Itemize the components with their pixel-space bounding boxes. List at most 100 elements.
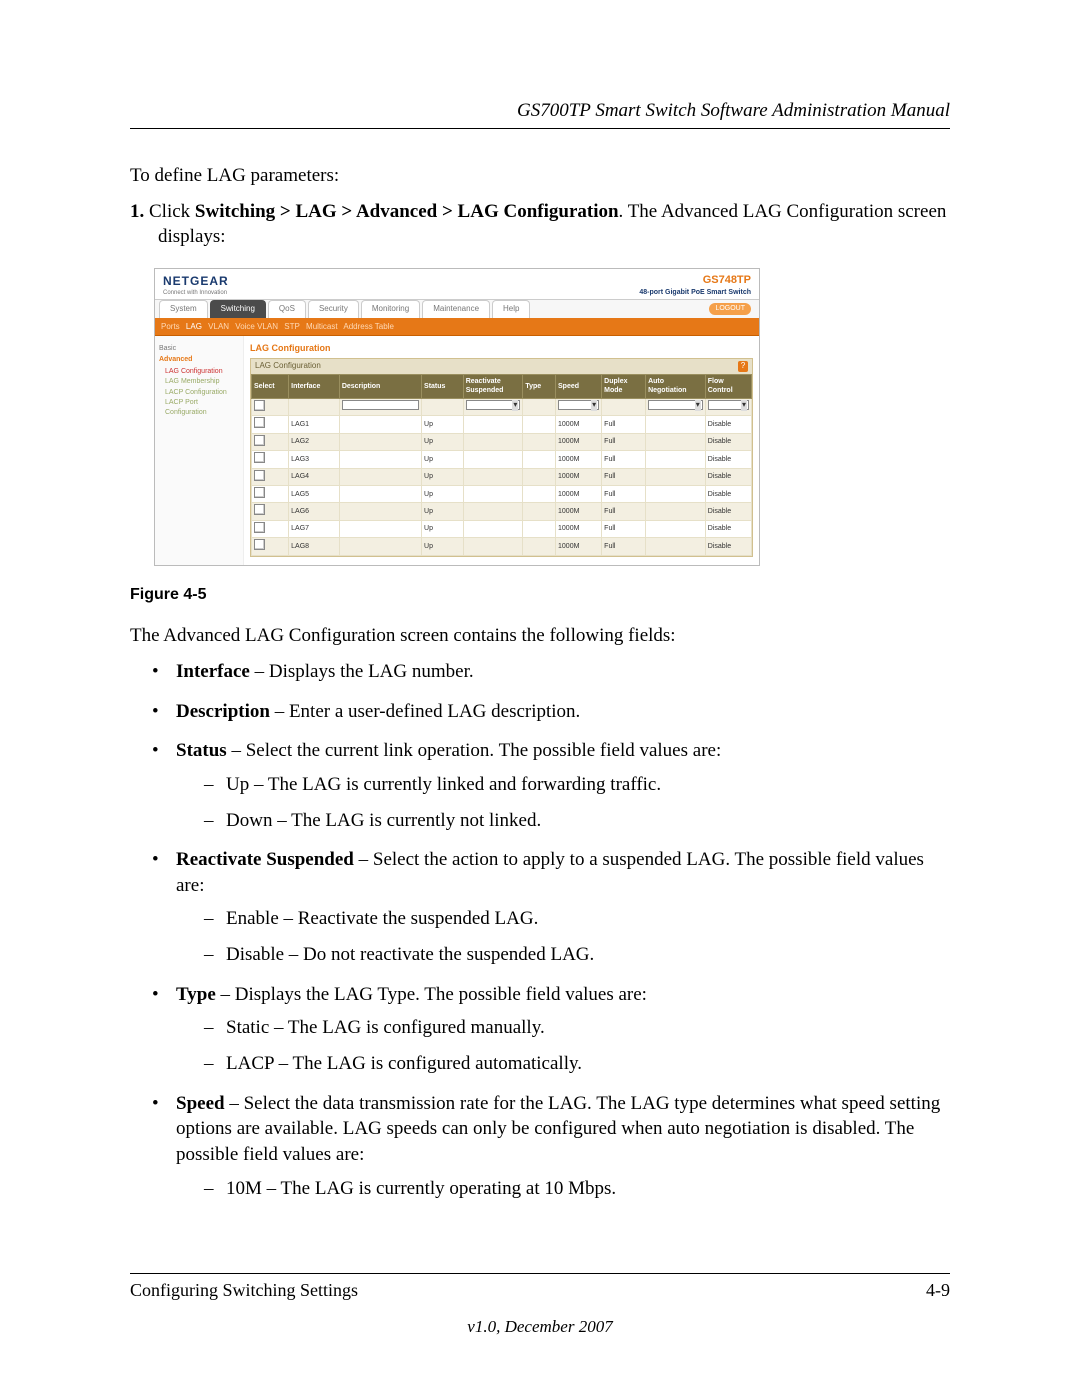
cell-description — [339, 416, 421, 433]
subnav-multicast[interactable]: Multicast — [306, 322, 338, 331]
table-row: LAG1Up1000MFullDisable — [252, 416, 752, 433]
tab-monitoring[interactable]: Monitoring — [361, 300, 420, 318]
cell-description — [339, 520, 421, 537]
tab-system[interactable]: System — [159, 300, 208, 318]
after-figure-text: The Advanced LAG Configuration screen co… — [130, 623, 950, 649]
filter-description[interactable] — [342, 400, 419, 410]
cell-reactivate — [463, 451, 523, 468]
field-description-text: – Enter a user-defined LAG description. — [270, 701, 580, 722]
cell-type — [523, 416, 556, 433]
tab-security[interactable]: Security — [308, 300, 359, 318]
row-checkbox[interactable] — [254, 417, 265, 428]
figure-caption: Figure 4-5 — [130, 584, 950, 606]
subnav-lag[interactable]: LAG — [186, 322, 202, 331]
cell-interface: LAG1 — [289, 416, 340, 433]
cell-speed: 1000M — [556, 468, 602, 485]
subnav-ports[interactable]: Ports — [161, 322, 180, 331]
sidebar-basic[interactable]: Basic — [159, 344, 239, 353]
sidebar-item-lacpport[interactable]: LACP Port Configuration — [165, 398, 239, 417]
subnav-addrtable[interactable]: Address Table — [343, 322, 394, 331]
field-type-text: – Displays the LAG Type. The possible fi… — [216, 984, 647, 1005]
table-row: LAG4Up1000MFullDisable — [252, 468, 752, 485]
table-row: LAG2Up1000MFullDisable — [252, 433, 752, 450]
type-lacp: LACP – The LAG is configured automatical… — [176, 1051, 950, 1077]
col-description: Description — [339, 374, 421, 398]
cell-type — [523, 451, 556, 468]
cell-autoneg — [646, 486, 706, 503]
cell-interface: LAG2 — [289, 433, 340, 450]
field-reactivate-label: Reactivate Suspended — [176, 849, 354, 870]
cell-type — [523, 468, 556, 485]
cell-duplex: Full — [602, 433, 646, 450]
sidebar: Basic Advanced LAG Configuration LAG Mem… — [155, 336, 244, 565]
col-select: Select — [252, 374, 289, 398]
filter-flow[interactable] — [708, 400, 749, 410]
row-checkbox[interactable] — [254, 522, 265, 533]
cell-reactivate — [463, 468, 523, 485]
row-checkbox[interactable] — [254, 435, 265, 446]
filter-autoneg[interactable] — [648, 400, 703, 410]
cell-duplex: Full — [602, 416, 646, 433]
model-sub: 48-port Gigabit PoE Smart Switch — [639, 288, 751, 297]
cell-type — [523, 520, 556, 537]
sidebar-item-lagmember[interactable]: LAG Membership — [165, 377, 239, 386]
tab-help[interactable]: Help — [492, 300, 530, 318]
cell-type — [523, 538, 556, 555]
cell-description — [339, 503, 421, 520]
select-all-checkbox[interactable] — [254, 400, 265, 411]
field-speed-text: – Select the data transmission rate for … — [176, 1093, 940, 1165]
field-description: Description – Enter a user-defined LAG d… — [130, 699, 950, 725]
tab-qos[interactable]: QoS — [268, 300, 306, 318]
step-text-a: Click — [149, 201, 195, 222]
filter-speed[interactable] — [558, 400, 599, 410]
main-tabs: System Switching QoS Security Monitoring… — [155, 299, 759, 320]
intro-text: To define LAG parameters: — [130, 163, 950, 189]
sidebar-item-lacpconfig[interactable]: LACP Configuration — [165, 388, 239, 397]
cell-flow: Disable — [705, 433, 751, 450]
reactivate-disable: Disable – Do not reactivate the suspende… — [176, 942, 950, 968]
subnav-stp[interactable]: STP — [284, 322, 300, 331]
cell-speed: 1000M — [556, 433, 602, 450]
row-checkbox[interactable] — [254, 539, 265, 550]
row-checkbox[interactable] — [254, 504, 265, 515]
cell-autoneg — [646, 538, 706, 555]
cell-status: Up — [422, 451, 464, 468]
tab-maintenance[interactable]: Maintenance — [422, 300, 490, 318]
sidebar-item-lagconfig[interactable]: LAG Configuration — [165, 367, 239, 376]
reactivate-enable: Enable – Reactivate the suspended LAG. — [176, 906, 950, 932]
col-speed: Speed — [556, 374, 602, 398]
cell-description — [339, 486, 421, 503]
type-static: Static – The LAG is configured manually. — [176, 1015, 950, 1041]
col-autoneg: Auto Negotiation — [646, 374, 706, 398]
logout-button[interactable]: LOGOUT — [709, 303, 751, 314]
cell-autoneg — [646, 520, 706, 537]
cell-description — [339, 468, 421, 485]
field-speed-label: Speed — [176, 1093, 225, 1114]
field-type: Type – Displays the LAG Type. The possib… — [130, 982, 950, 1077]
cell-interface: LAG5 — [289, 486, 340, 503]
cell-flow: Disable — [705, 503, 751, 520]
cell-reactivate — [463, 503, 523, 520]
cell-type — [523, 486, 556, 503]
row-checkbox[interactable] — [254, 487, 265, 498]
filter-reactivate[interactable] — [466, 400, 521, 410]
cell-duplex: Full — [602, 451, 646, 468]
cell-interface: LAG3 — [289, 451, 340, 468]
help-icon[interactable]: ? — [738, 361, 748, 372]
cell-flow: Disable — [705, 468, 751, 485]
subnav-voicevlan[interactable]: Voice VLAN — [235, 322, 278, 331]
subnav-vlan[interactable]: VLAN — [208, 322, 229, 331]
sidebar-advanced[interactable]: Advanced — [159, 355, 239, 364]
footer-left: Configuring Switching Settings — [130, 1280, 358, 1301]
status-down: Down – The LAG is currently not linked. — [176, 808, 950, 834]
tab-switching[interactable]: Switching — [210, 300, 266, 318]
cell-interface: LAG8 — [289, 538, 340, 555]
row-checkbox[interactable] — [254, 470, 265, 481]
cell-flow: Disable — [705, 486, 751, 503]
field-status-text: – Select the current link operation. The… — [227, 740, 722, 761]
cell-flow: Disable — [705, 520, 751, 537]
row-checkbox[interactable] — [254, 452, 265, 463]
cell-interface: LAG6 — [289, 503, 340, 520]
panel-heading: LAG Configuration — [255, 361, 321, 372]
cell-description — [339, 433, 421, 450]
